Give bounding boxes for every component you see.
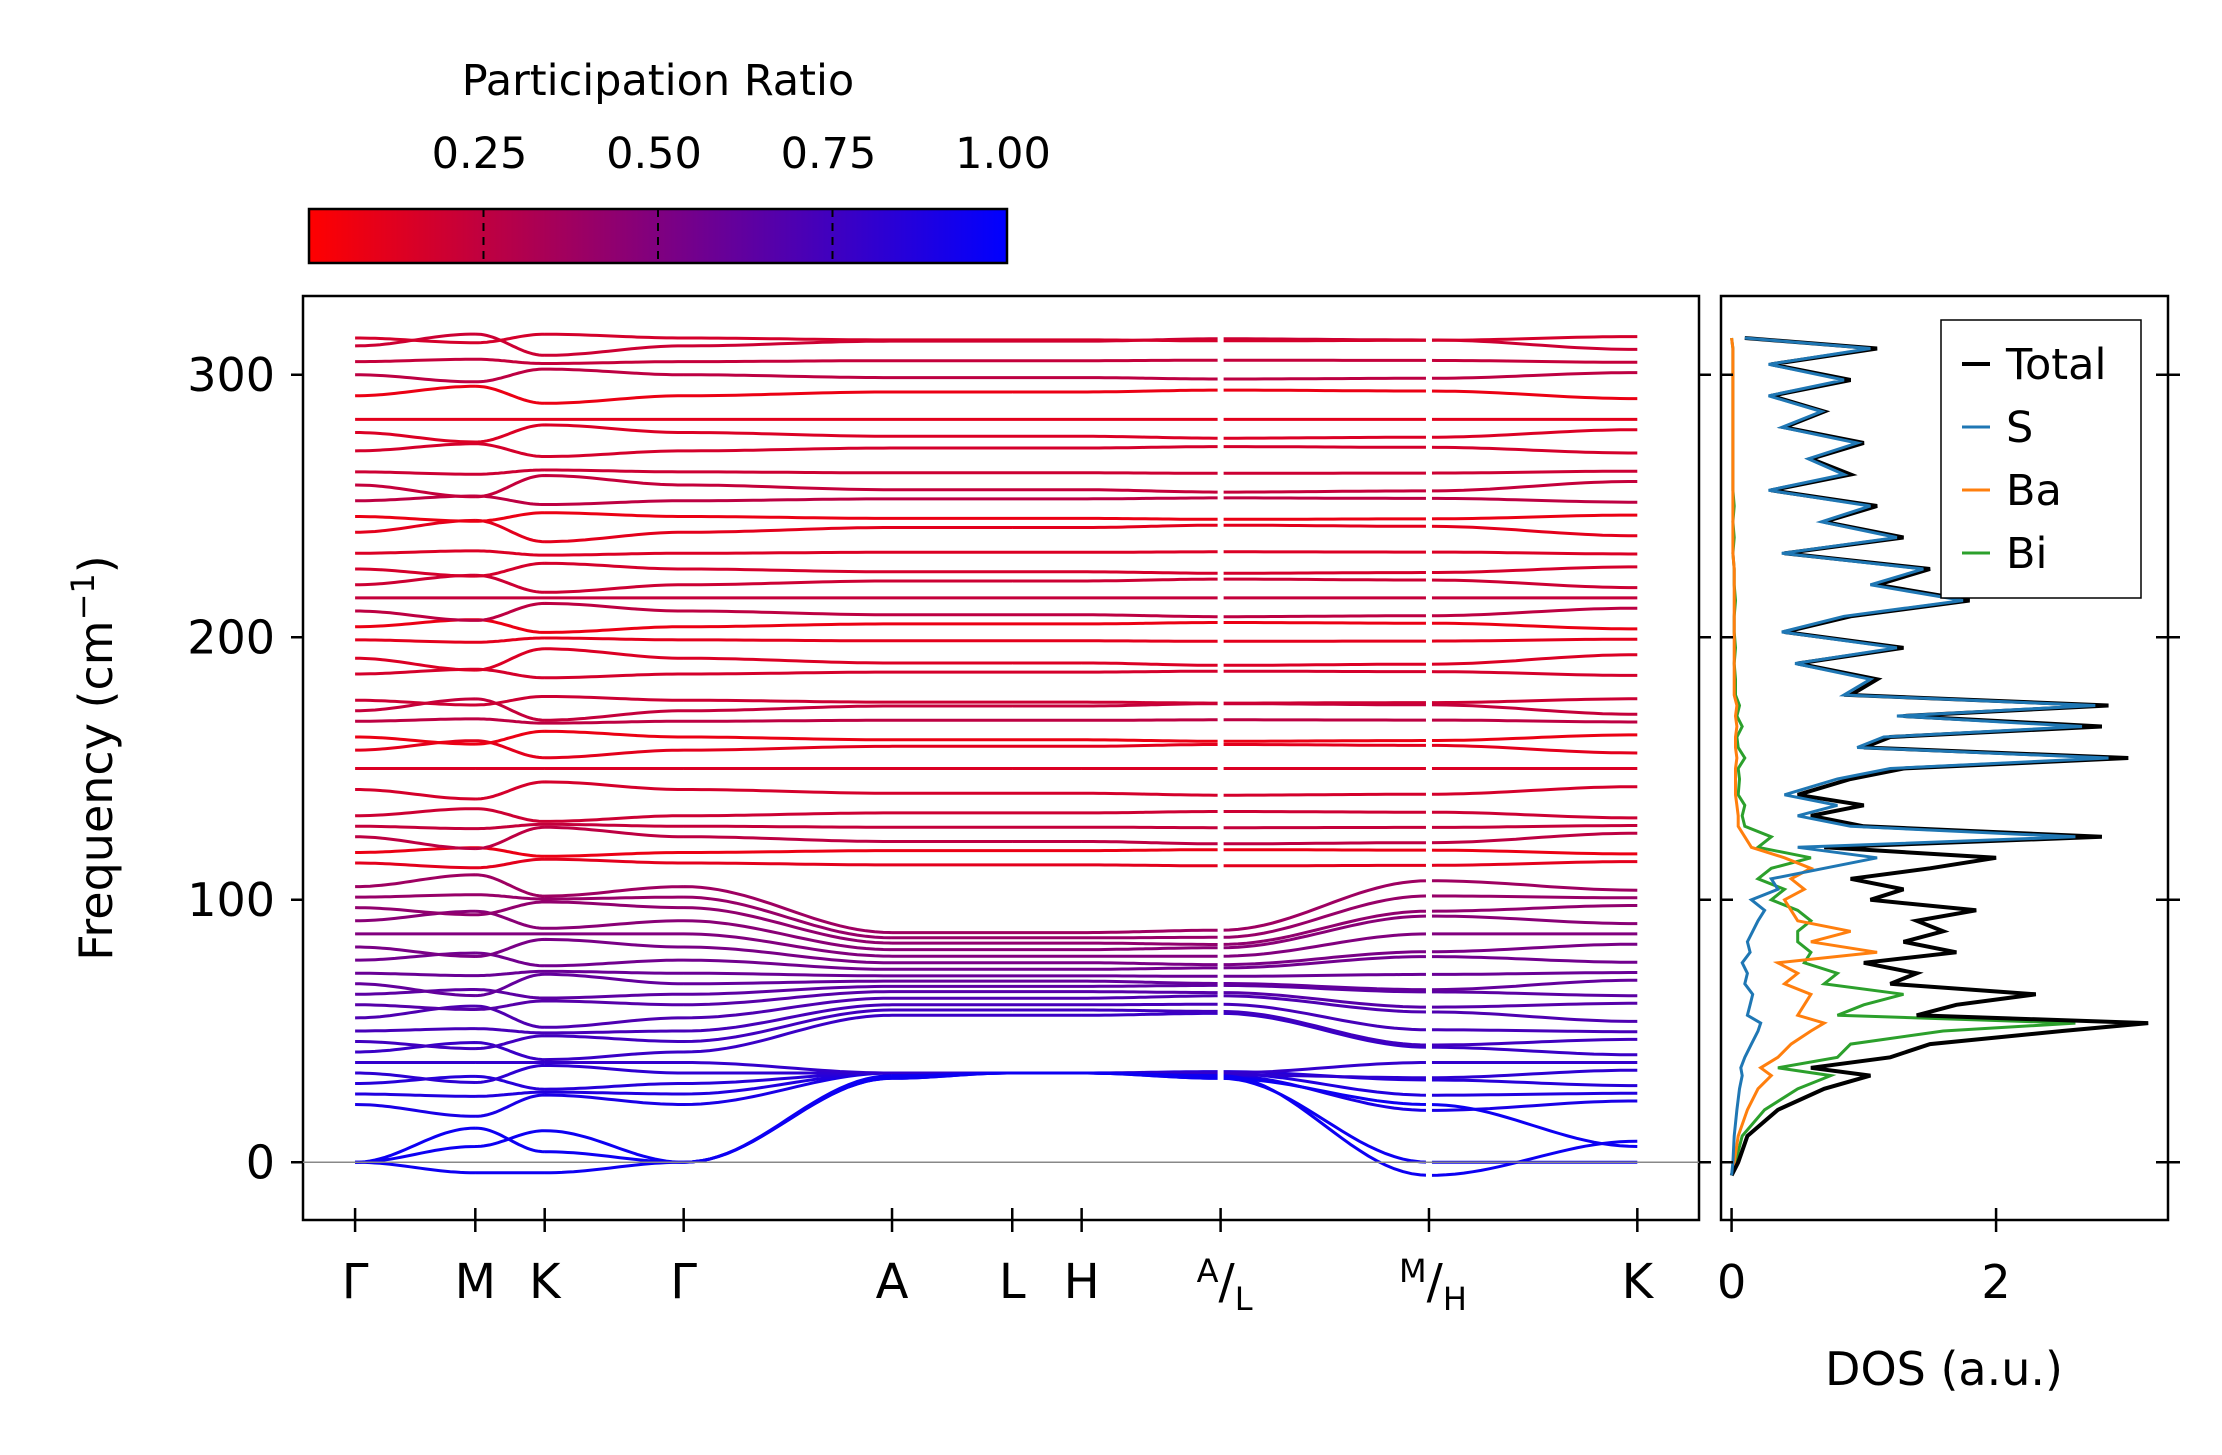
kpoint-label: K	[529, 1254, 562, 1310]
phonon-band	[355, 825, 1638, 851]
kpoint-label: L	[999, 1254, 1026, 1310]
acoustic-branch	[355, 1071, 1638, 1177]
phonon-band	[355, 636, 1638, 644]
kpoint-label-slash: /	[1427, 1254, 1444, 1310]
y-axis-label-main: Frequency (cm	[69, 620, 123, 960]
legend-label: Total	[2005, 340, 2106, 390]
band-structure-plot	[355, 296, 1638, 1220]
legend-label: Ba	[2006, 466, 2062, 516]
phonon-band	[355, 511, 1638, 523]
phonon-band	[355, 384, 1638, 405]
dos-legend: Total S Ba Bi	[1940, 319, 2142, 599]
dos-x-axis-label: DOS (a.u.)	[1825, 1342, 2063, 1396]
phonon-band	[355, 893, 1638, 940]
phonon-band	[355, 1008, 1638, 1051]
phonon-band	[355, 780, 1638, 801]
phonon-band	[355, 717, 1638, 725]
phonon-band	[355, 729, 1638, 746]
kpoint-label-sub: L	[1235, 1280, 1253, 1318]
kpoint-label: A	[876, 1254, 909, 1310]
phonon-band	[355, 332, 1638, 357]
phonon-band	[355, 822, 1638, 831]
y-tick-label: 0	[246, 1135, 275, 1189]
colorbar-tick-label: 0.25	[432, 129, 528, 179]
kpoint-label: H	[1064, 1254, 1100, 1310]
dos-x-tick-label: 2	[1981, 1255, 2010, 1309]
phonon-band	[355, 601, 1638, 622]
y-axis-label-close: )	[69, 555, 123, 573]
y-tick-label: 200	[187, 610, 275, 664]
phonon-band	[355, 972, 1638, 998]
phonon-band	[355, 932, 1638, 958]
phonon-band	[355, 937, 1638, 967]
phonon-band	[355, 573, 1638, 594]
phonon-band	[355, 518, 1638, 544]
phonon-band	[355, 900, 1638, 946]
dos-x-tick-label: 0	[1717, 1255, 1746, 1309]
kpoint-label-sup: M	[1399, 1252, 1427, 1290]
phonon-band	[355, 468, 1638, 476]
kpoint-label-slash: /	[1219, 1254, 1236, 1310]
phonon-band	[355, 618, 1638, 634]
colorbar-tick-label: 1.00	[955, 129, 1051, 179]
phonon-band	[355, 909, 1638, 952]
phonon-band	[355, 442, 1638, 458]
kpoint-label: K	[1622, 1254, 1655, 1310]
phonon-band	[355, 667, 1638, 680]
phonon-band	[355, 1002, 1638, 1035]
colorbar-ticks	[482, 209, 834, 263]
kpoint-label-split: M/H	[1399, 1252, 1467, 1318]
phonon-band	[355, 983, 1638, 1000]
kpoint-label: Γ	[670, 1254, 697, 1310]
phonon-band	[355, 549, 1638, 557]
dos-frame	[1719, 294, 2170, 1222]
colorbar-tick-label: 0.75	[781, 129, 877, 179]
dos-series-ba	[1730, 337, 1878, 1176]
phonon-band	[355, 647, 1638, 672]
phonon-band	[355, 739, 1638, 760]
phonon-band	[355, 807, 1638, 823]
phonon-band	[355, 367, 1638, 384]
y-axis-label-sup: −1	[64, 573, 102, 620]
kpoint-label-sub: H	[1443, 1280, 1467, 1318]
dos-plot	[1729, 336, 2149, 1177]
path-break	[1217, 296, 1224, 1220]
legend-label: S	[2006, 403, 2033, 453]
phonon-band	[355, 494, 1638, 506]
colorbar-tick-labels: 0.25 0.50 0.75 1.00	[432, 129, 1051, 179]
phonon-band	[355, 332, 1638, 345]
phonon-band	[355, 990, 1638, 1011]
phonon-band	[355, 857, 1638, 870]
phonon-band	[355, 994, 1638, 1029]
phonon-band	[355, 951, 1638, 971]
colorbar-tick-label: 0.50	[606, 129, 702, 179]
acoustic-branch	[355, 1071, 1638, 1164]
kpoint-label-split: A/L	[1197, 1252, 1253, 1318]
y-tick-label: 100	[187, 873, 275, 927]
phonon-band	[355, 846, 1638, 858]
phonon-band	[355, 561, 1638, 578]
band-structure-frame	[301, 294, 1701, 1222]
phonon-band	[355, 357, 1638, 365]
phonon-band	[355, 873, 1638, 935]
legend-label: Bi	[2006, 529, 2047, 579]
kpoint-label-sup: A	[1197, 1252, 1219, 1290]
path-break	[1425, 296, 1432, 1220]
dos-series-s	[1730, 336, 2109, 1176]
phonon-band	[355, 423, 1638, 444]
kpoint-label: Γ	[342, 1254, 369, 1310]
y-axis-label: Frequency (cm−1)	[64, 555, 123, 960]
phonon-band	[355, 474, 1638, 499]
phonon-band	[355, 695, 1638, 707]
acoustic-branch	[355, 1071, 1638, 1164]
kpoint-label: M	[455, 1254, 496, 1310]
y-tick-label: 300	[187, 348, 275, 402]
phonon-band	[355, 1011, 1638, 1062]
colorbar-title: Participation Ratio	[462, 56, 855, 106]
phonon-band	[355, 969, 1638, 978]
